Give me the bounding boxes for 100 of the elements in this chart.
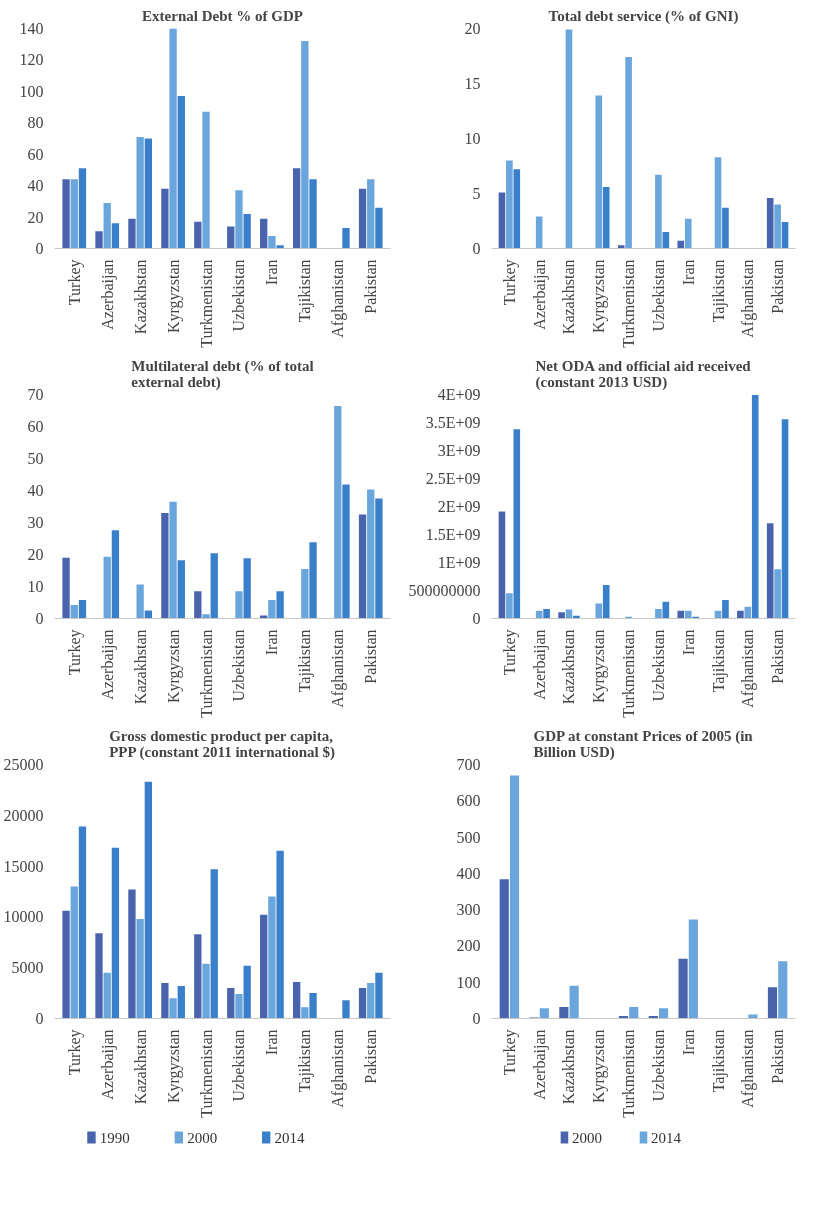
x-tick-label: Tajikistan [709, 259, 728, 323]
chart-title: Multilateral debt (% of total external debt) [131, 357, 314, 391]
y-tick-label: 2E+09 [437, 498, 481, 515]
x-tick-label: Uzbekistan [649, 1029, 667, 1102]
y-tick-label: 30 [27, 514, 44, 531]
x-tick-label: Iran [263, 259, 281, 286]
x-tick-label: Kyrgyzstan [164, 1029, 183, 1103]
x-tick-label: Turkmenistan [197, 629, 215, 718]
y-tick-label: 15000 [3, 857, 44, 875]
y-tick-label: 15 [464, 75, 481, 92]
x-tick-label: Afghanistan [329, 629, 348, 708]
y-tick-label: 70 [27, 386, 44, 403]
y-tick-label: 0 [35, 1010, 44, 1027]
y-tick-label: 0 [35, 610, 44, 627]
chart-title: Total debt service (% of GNI) [548, 7, 739, 25]
legend-label: 2000 [187, 1129, 218, 1146]
y-tick-label: 0 [472, 240, 481, 257]
y-tick-label: 700 [456, 756, 481, 773]
x-tick-label: Turkey [500, 629, 519, 676]
x-tick-label: Afghanistan [739, 629, 758, 708]
x-tick-label: Tajikistan [709, 629, 728, 693]
legend-label: 2014 [651, 1129, 682, 1146]
x-tick-label: Pakistan [769, 629, 787, 684]
y-tick-label: 0 [472, 1010, 481, 1027]
y-tick-label: 100 [456, 973, 481, 991]
x-tick-label: Uzbekistan [230, 629, 248, 702]
y-tick-label: 500000000 [408, 582, 481, 599]
x-tick-label: Kazakhstan [560, 259, 578, 335]
x-tick-label: Azerbaijan [530, 259, 549, 330]
y-tick-label: 500 [456, 828, 481, 846]
x-tick-label: Tajikistan [296, 1029, 315, 1093]
x-tick-label: Azerbaijan [98, 259, 117, 330]
x-tick-label: Pakistan [362, 1029, 380, 1084]
x-tick-label: Kazakhstan [131, 259, 149, 335]
x-tick-label: Pakistan [769, 1029, 787, 1084]
x-tick-label: Tajikistan [296, 259, 315, 323]
y-tick-label: 200 [456, 937, 481, 955]
x-tick-label: Kyrgyzstan [164, 259, 183, 333]
x-tick-label: Afghanistan [739, 1029, 758, 1108]
y-tick-label: 10000 [3, 908, 44, 926]
legend-label: 1990 [99, 1129, 130, 1146]
x-tick-label: Turkey [500, 259, 519, 306]
x-tick-label: Azerbaijan [98, 629, 117, 700]
x-tick-label: Afghanistan [739, 259, 758, 338]
x-tick-label: Uzbekistan [649, 259, 667, 332]
y-tick-label: 5 [472, 185, 481, 202]
x-tick-label: Iran [679, 259, 697, 286]
x-tick-label: Kyrgyzstan [164, 629, 183, 703]
x-tick-label: Turkmenistan [620, 259, 638, 348]
y-tick-label: 10 [464, 130, 481, 147]
x-tick-label: Uzbekistan [649, 629, 667, 702]
y-tick-label: 100 [19, 82, 44, 100]
y-tick-label: 25000 [3, 756, 44, 773]
y-tick-label: 50 [27, 450, 44, 467]
x-tick-label: Turkmenistan [620, 1029, 638, 1118]
y-tick-label: 20 [27, 208, 44, 226]
y-tick-label: 400 [456, 864, 481, 882]
x-tick-label: Afghanistan [329, 1029, 348, 1108]
y-tick-label: 1.5E+09 [425, 526, 481, 543]
x-tick-label: Tajikistan [709, 1029, 728, 1093]
x-tick-label: Azerbaijan [530, 1029, 549, 1100]
y-tick-label: 5000 [11, 959, 44, 977]
y-tick-label: 600 [456, 792, 481, 810]
x-tick-label: Iran [263, 1029, 281, 1056]
x-tick-label: Pakistan [362, 629, 380, 684]
x-tick-label: Turkmenistan [197, 1029, 215, 1118]
y-tick-label: 20000 [3, 806, 44, 824]
legend-label: 2000 [572, 1129, 603, 1146]
x-tick-label: Kazakhstan [131, 629, 149, 705]
y-tick-label: 3.5E+09 [425, 414, 481, 431]
x-tick-label: Uzbekistan [230, 259, 248, 332]
x-tick-label: Afghanistan [329, 259, 348, 338]
y-tick-label: 60 [27, 145, 44, 163]
y-tick-label: 1E+09 [437, 554, 481, 571]
x-tick-label: Azerbaijan [530, 629, 549, 700]
x-tick-label: Turkmenistan [197, 259, 215, 348]
x-tick-label: Iran [679, 1029, 697, 1056]
chart-title: Net ODA and official aid received (constant 2013 USD) [535, 357, 752, 391]
x-tick-label: Kazakhstan [560, 1029, 578, 1105]
y-tick-label: 20 [464, 20, 481, 37]
chart-title: Gross domestic product per capita, PPP (constant 2011 international $) [109, 727, 335, 761]
y-tick-label: 0 [472, 610, 481, 627]
x-tick-label: Turkey [65, 1029, 84, 1076]
x-tick-label: Kyrgyzstan [590, 259, 609, 333]
x-tick-label: Kazakhstan [131, 1029, 149, 1105]
y-tick-label: 120 [19, 51, 44, 69]
chart-title: GDP at constant Prices of 2005 (in Billion USD) [533, 727, 754, 761]
y-tick-label: 60 [27, 418, 44, 435]
y-tick-label: 40 [27, 177, 44, 195]
x-tick-label: Uzbekistan [230, 1029, 248, 1102]
x-tick-label: Turkey [65, 629, 84, 676]
y-tick-label: 300 [456, 901, 481, 919]
x-tick-label: Turkey [65, 259, 84, 306]
y-tick-label: 0 [35, 240, 44, 257]
x-tick-label: Turkey [500, 1029, 519, 1076]
y-tick-label: 80 [27, 114, 44, 132]
x-tick-label: Iran [679, 629, 697, 656]
y-tick-label: 10 [27, 578, 44, 595]
x-tick-label: Iran [263, 629, 281, 656]
x-tick-label: Pakistan [362, 259, 380, 314]
